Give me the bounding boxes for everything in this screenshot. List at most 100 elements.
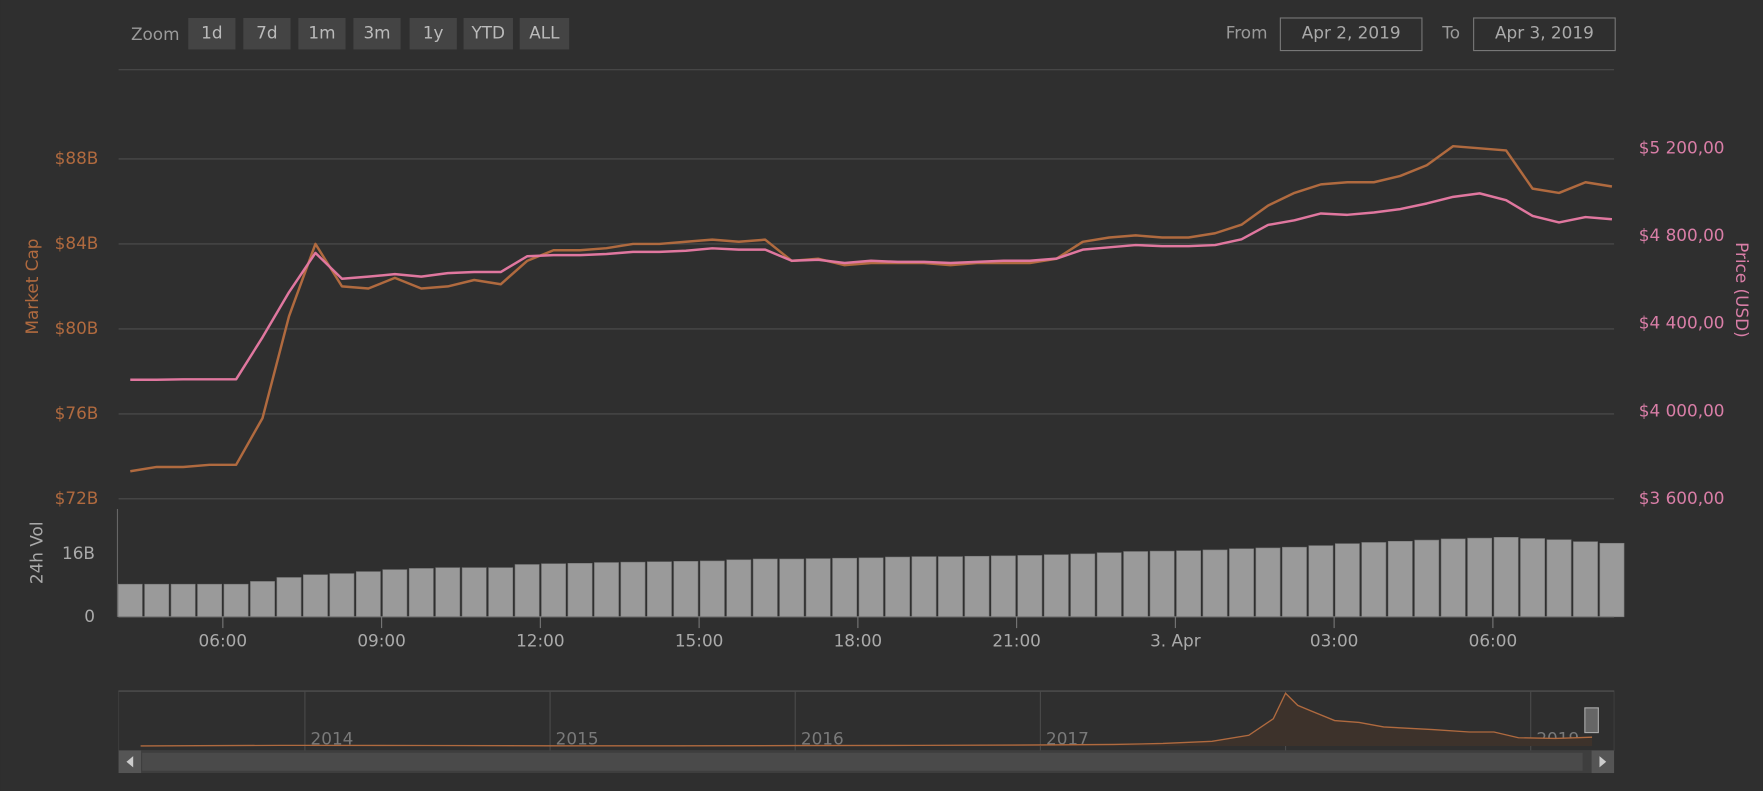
zoom-button-label[interactable]: 1d — [201, 23, 222, 43]
x-tick-label: 06:00 — [199, 631, 248, 651]
volume-bar — [1414, 539, 1440, 618]
zoom-button-label[interactable]: 1m — [308, 23, 335, 43]
volume-bar — [567, 563, 593, 618]
volume-bar — [276, 577, 302, 618]
volume-bar — [1520, 538, 1545, 618]
x-tick-label: 3. Apr — [1150, 631, 1201, 651]
volume-bar — [1176, 550, 1201, 618]
volume-bar — [1308, 545, 1334, 618]
volume-tick-label: 0 — [84, 606, 95, 626]
volume-tick-label: 16B — [62, 543, 95, 563]
y2-tick-label: $4 800,00 — [1639, 225, 1725, 245]
zoom-button-label[interactable]: 1y — [423, 23, 444, 43]
y2-axis-title: Price (USD) — [1732, 242, 1752, 338]
volume-bar — [594, 562, 619, 618]
x-tick-label: 12:00 — [516, 631, 565, 651]
volume-bar — [1493, 537, 1519, 618]
volume-axis-title: 24h Vol — [27, 521, 47, 584]
volume-bar — [805, 558, 831, 618]
y-tick-label: $84B — [55, 233, 99, 253]
volume-bar — [1123, 551, 1149, 618]
volume-bar — [752, 558, 778, 618]
zoom-button[interactable] — [463, 17, 513, 50]
volume-bar — [514, 564, 540, 618]
volume-bar — [832, 557, 858, 618]
volume-bar — [355, 571, 381, 618]
navigator-handle[interactable] — [1584, 707, 1599, 734]
x-tick-label: 21:00 — [992, 631, 1041, 651]
zoom-button[interactable] — [409, 17, 457, 50]
volume-bar — [779, 558, 805, 618]
volume-bar — [170, 583, 196, 618]
volume-bar — [408, 568, 434, 618]
zoom-button[interactable] — [243, 17, 291, 50]
volume-bar — [1599, 542, 1625, 618]
from-date[interactable]: Apr 2, 2019 — [1302, 23, 1401, 43]
volume-bar — [1149, 550, 1175, 618]
volume-bar — [885, 556, 910, 618]
navigator-tick-label: 2016 — [801, 728, 844, 748]
zoom-button[interactable] — [519, 17, 570, 50]
y-tick-label: $76B — [55, 403, 99, 423]
navigator-tick-label: 2017 — [1046, 728, 1089, 748]
volume-bar — [1440, 538, 1466, 618]
series-line — [130, 192, 1613, 382]
scrollbar-thumb[interactable] — [142, 752, 1583, 771]
volume-bar — [250, 581, 275, 618]
volume-bar — [964, 555, 990, 618]
volume-bar — [1255, 547, 1281, 618]
y2-tick-label: $4 400,00 — [1639, 313, 1725, 333]
volume-bar — [1202, 549, 1228, 618]
volume-bar — [620, 561, 646, 618]
volume-bar — [647, 561, 672, 618]
x-tick-label: 03:00 — [1310, 631, 1359, 651]
x-tick-label: 09:00 — [357, 631, 406, 651]
volume-bar — [488, 567, 514, 618]
volume-bar — [1096, 552, 1122, 618]
zoom-button-label[interactable]: 3m — [363, 23, 390, 43]
navigator-tick-label: 2015 — [556, 728, 599, 748]
volume-bar — [1282, 546, 1307, 618]
navigator-area — [140, 693, 1593, 747]
x-tick-label: 06:00 — [1469, 631, 1518, 651]
navigator-line — [140, 692, 1593, 747]
volume-bar — [1387, 540, 1413, 618]
volume-bar — [1043, 554, 1069, 618]
zoom-button-label[interactable]: ALL — [529, 23, 560, 43]
y-tick-label: $88B — [55, 148, 99, 168]
series-line — [130, 144, 1613, 473]
zoom-button[interactable] — [353, 17, 401, 50]
zoom-button-label[interactable]: YTD — [470, 23, 505, 43]
from-label: From — [1226, 23, 1268, 43]
scroll-left-arrow — [126, 756, 134, 768]
x-tick-label: 18:00 — [834, 631, 883, 651]
volume-bar — [329, 573, 355, 618]
volume-bar — [144, 583, 170, 618]
volume-bar — [1017, 555, 1043, 618]
x-tick-label: 15:00 — [675, 631, 724, 651]
volume-bar — [991, 555, 1016, 618]
to-input[interactable] — [1473, 17, 1616, 52]
y2-tick-label: $3 600,00 — [1639, 488, 1725, 508]
volume-bar — [726, 559, 752, 618]
volume-bar — [197, 583, 222, 618]
zoom-button[interactable] — [188, 17, 236, 50]
y-tick-label: $80B — [55, 318, 99, 338]
zoom-button-label[interactable]: 7d — [256, 23, 277, 43]
volume-bar — [223, 583, 249, 618]
from-input[interactable] — [1279, 17, 1423, 52]
volume-bar — [858, 557, 884, 618]
navigator-tick-label: 2014 — [311, 728, 354, 748]
volume-bar — [699, 560, 725, 618]
y-axis-title: Market Cap — [22, 238, 42, 334]
volume-bar — [1070, 553, 1096, 618]
y2-tick-label: $4 000,00 — [1639, 400, 1725, 420]
scroll-right-arrow — [1599, 756, 1607, 768]
to-date[interactable]: Apr 3, 2019 — [1495, 23, 1594, 43]
to-label: To — [1441, 23, 1460, 43]
volume-bar — [1229, 548, 1254, 618]
zoom-button[interactable] — [298, 17, 346, 50]
volume-bar — [541, 563, 566, 618]
volume-bar — [382, 569, 408, 618]
